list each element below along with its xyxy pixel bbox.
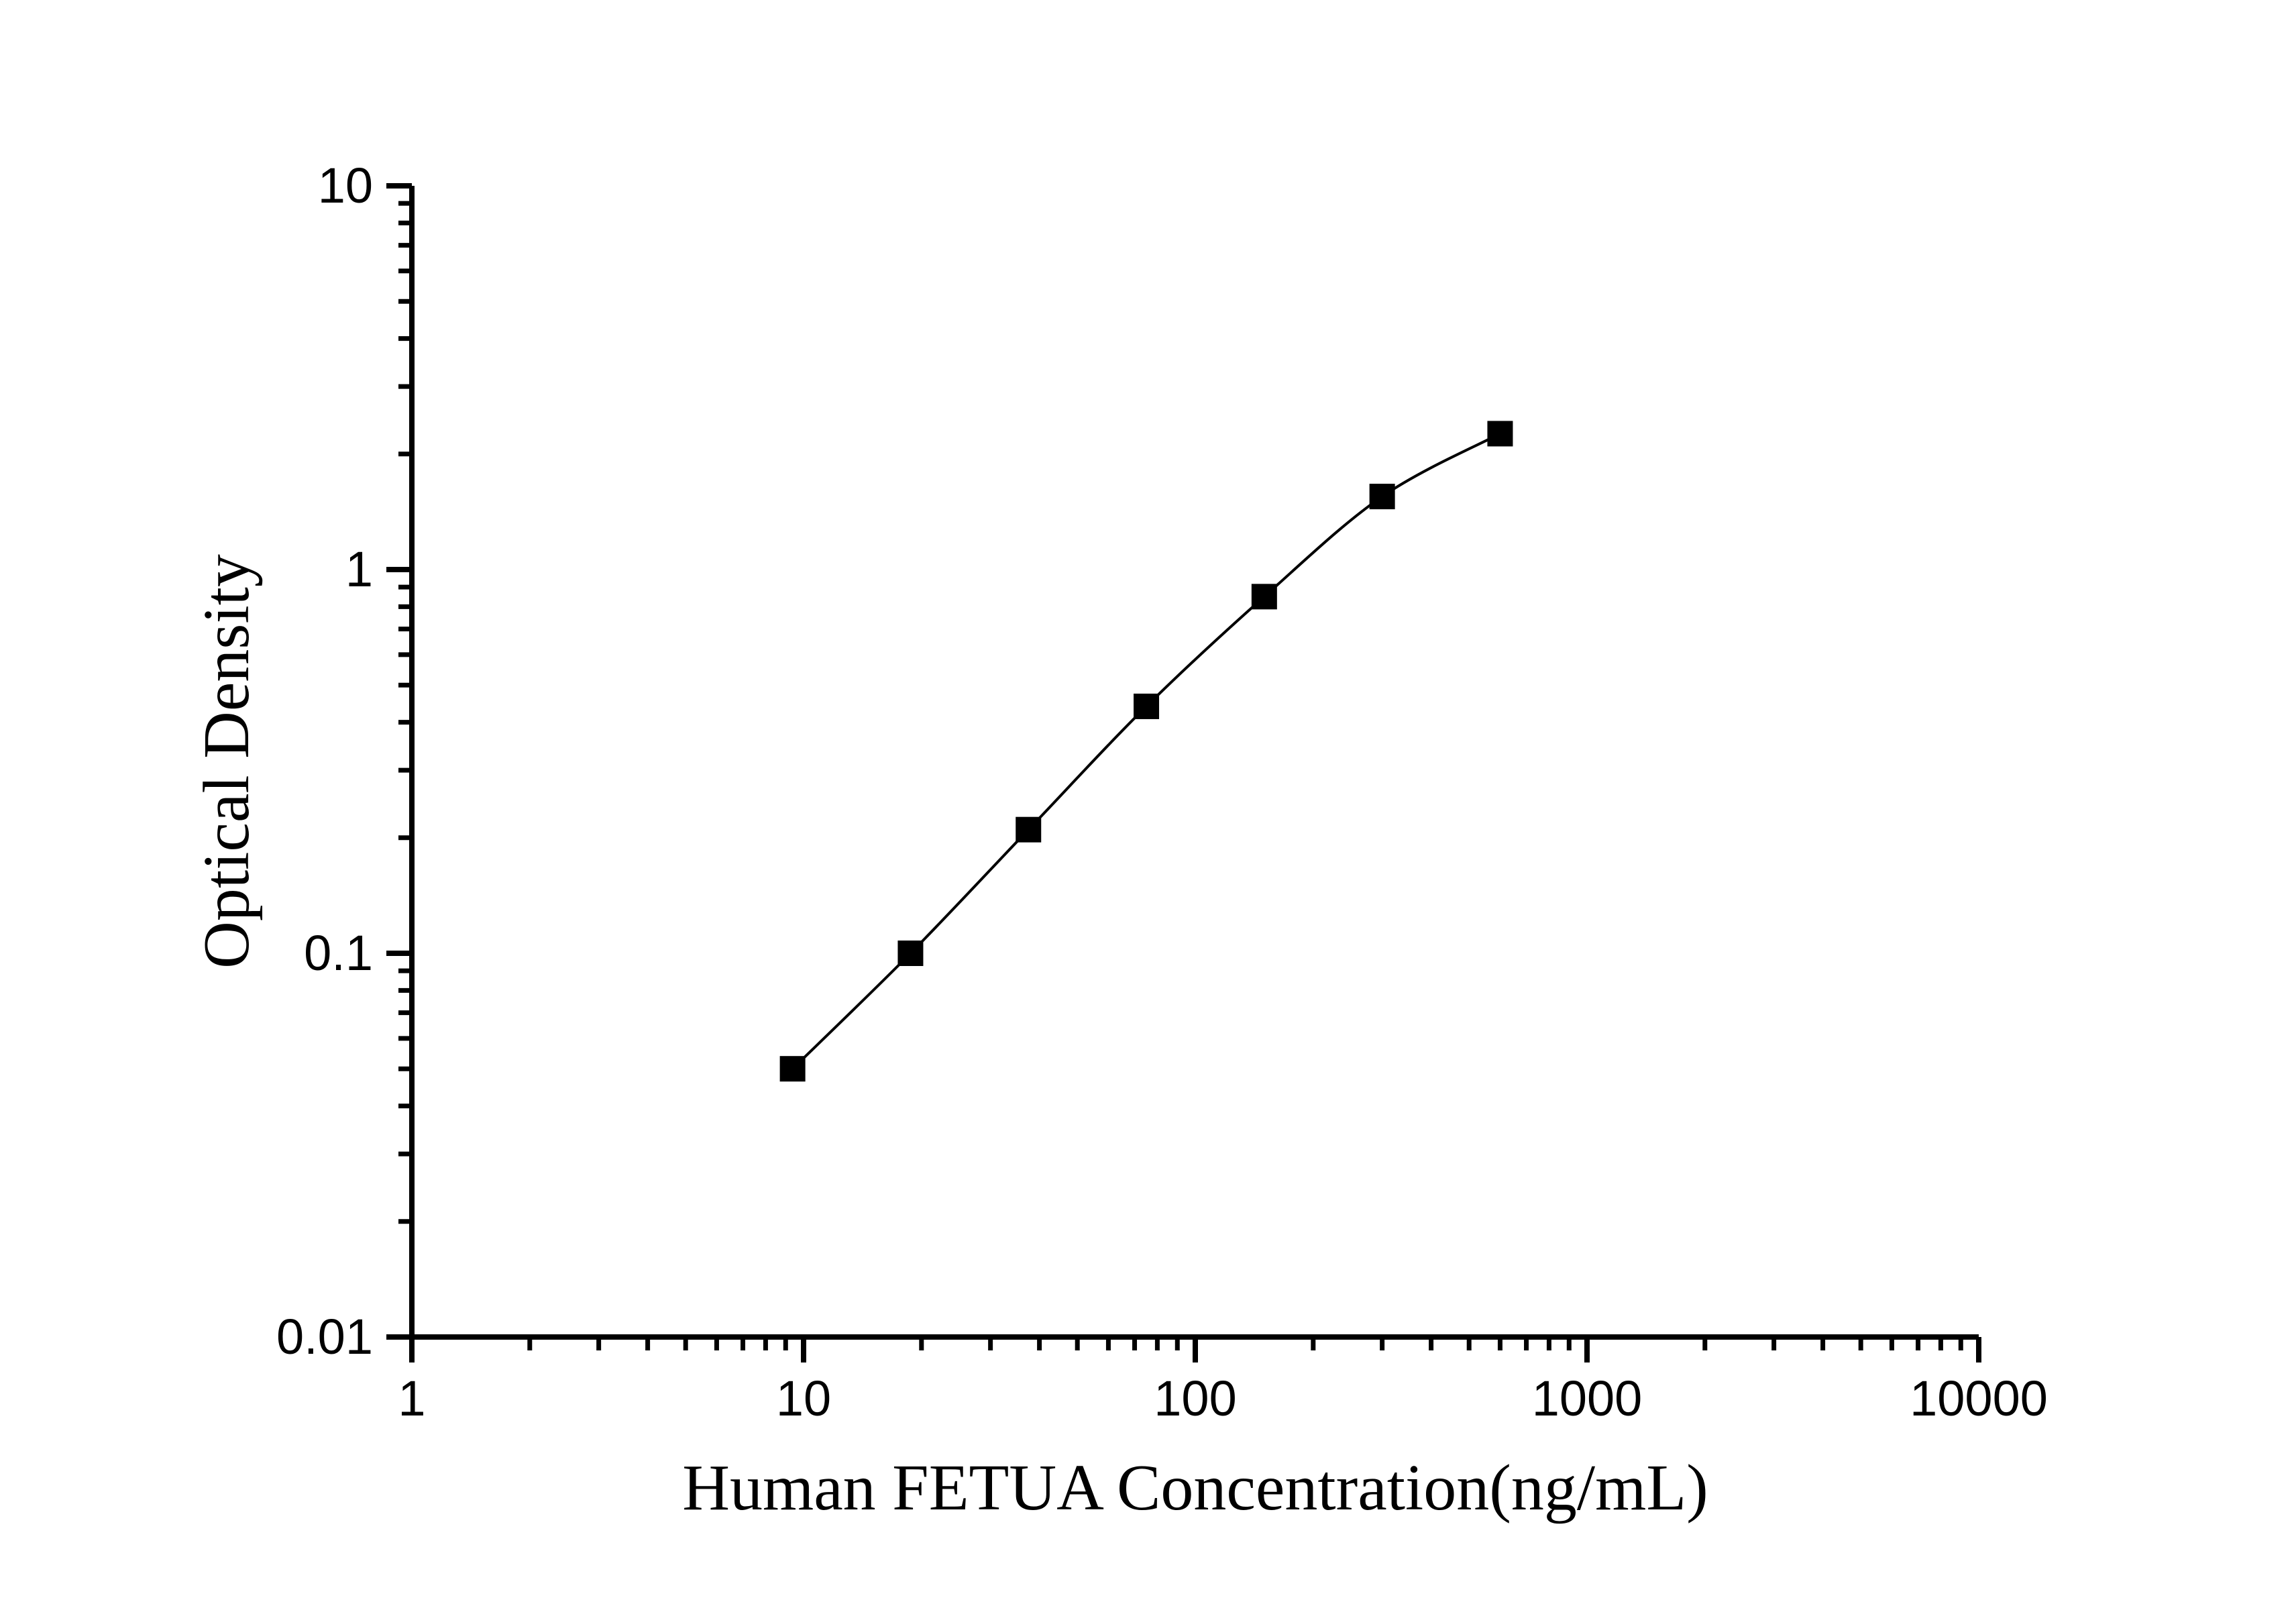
x-tick-label: 10000 <box>1910 1371 2048 1426</box>
y-tick-label: 0.1 <box>304 925 373 981</box>
data-point-marker <box>1016 816 1042 843</box>
y-tick-label: 1 <box>345 541 373 597</box>
x-tick-label: 1 <box>398 1371 425 1426</box>
data-point-marker <box>779 1056 806 1082</box>
y-axis-title: Optical Density <box>190 554 263 969</box>
data-point-marker <box>1369 484 1395 510</box>
y-tick-label: 10 <box>318 158 373 213</box>
x-tick-label: 10 <box>776 1371 831 1426</box>
data-point-marker <box>1134 693 1160 719</box>
data-series <box>779 421 1513 1082</box>
data-point-marker <box>1487 421 1513 447</box>
x-tick-label: 100 <box>1154 1371 1236 1426</box>
x-axis-title: Human FETUA Concentration(ng/mL) <box>682 1452 1708 1524</box>
axis-tick-labels: 1 10 100 1000 10000 10 1 0.1 0.01 <box>276 158 2048 1426</box>
data-point-marker <box>897 941 924 966</box>
y-tick-label: 0.01 <box>276 1309 373 1365</box>
data-point-marker <box>1251 584 1277 610</box>
x-tick-label: 1000 <box>1532 1371 1643 1426</box>
axis-lines <box>409 186 1979 1340</box>
